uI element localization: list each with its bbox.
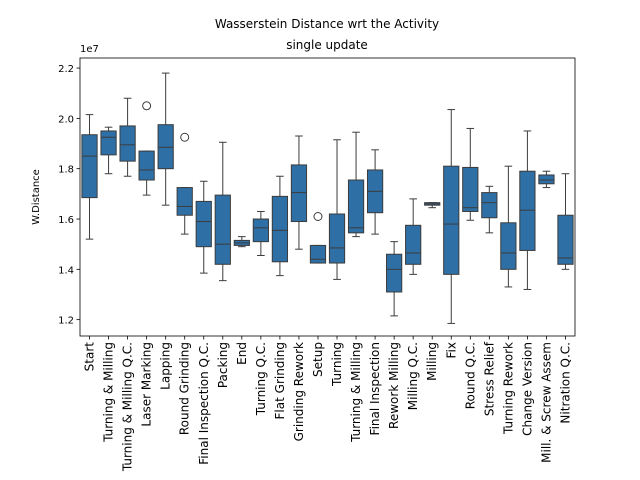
y-tick-label: 1.8 xyxy=(58,165,74,176)
outlier-point xyxy=(180,132,190,142)
x-tick-label: Start xyxy=(83,342,97,372)
x-tick-label: Rework Milling xyxy=(387,342,401,429)
chart-title-line-2: single update xyxy=(286,38,368,52)
box-5 xyxy=(157,72,174,206)
box-iqr xyxy=(405,224,422,265)
chart-title-line-1: Wasserstein Distance wrt the Activity xyxy=(215,17,439,31)
x-tick-label: Flat Grinding xyxy=(273,342,287,419)
y-axis-ticks: 1.2 1.4 1.6 1.8 2.0 2.2 xyxy=(58,64,80,327)
box-21 xyxy=(462,127,479,221)
x-tick-label: Final Inspection xyxy=(368,342,382,435)
box-iqr xyxy=(462,166,479,212)
box-6 xyxy=(176,132,193,235)
box-26 xyxy=(557,173,574,270)
x-tick-label: End xyxy=(235,342,249,365)
box-15 xyxy=(347,131,365,238)
x-tick-label: Turning xyxy=(330,342,344,387)
box-iqr xyxy=(557,214,574,265)
box-iqr xyxy=(271,195,289,263)
x-tick-label: Milling xyxy=(425,342,439,381)
box-18 xyxy=(405,198,422,275)
box-8 xyxy=(214,141,231,282)
x-tick-label: Turning & Milling xyxy=(349,342,363,443)
x-tick-label: Fix xyxy=(444,342,458,358)
box-iqr xyxy=(443,165,460,275)
x-tick-label: Stress Relief xyxy=(482,341,496,416)
x-tick-label: Change Version xyxy=(520,342,534,436)
box-iqr xyxy=(81,134,98,199)
x-tick-label: Turning Rework xyxy=(501,342,515,435)
x-tick-label: Lapping xyxy=(159,342,173,390)
box-1 xyxy=(81,114,98,240)
box-4 xyxy=(138,101,155,196)
x-tick-label: Turning & Milling xyxy=(102,342,116,443)
box-plot-series xyxy=(81,72,574,324)
box-iqr xyxy=(157,124,174,170)
box-iqr xyxy=(100,130,117,156)
x-tick-label: Final Inspection Q.C. xyxy=(197,342,211,465)
box-iqr xyxy=(481,192,498,219)
box-iqr xyxy=(309,244,327,264)
box-12 xyxy=(290,135,308,250)
box-iqr xyxy=(328,213,346,264)
box-iqr xyxy=(519,170,536,251)
x-tick-label: Packing xyxy=(216,342,230,388)
box-iqr xyxy=(347,179,365,234)
box-25 xyxy=(538,170,555,189)
box-iqr xyxy=(500,222,517,270)
box-11 xyxy=(271,175,289,277)
y-axis-label: W.Distance xyxy=(31,169,42,225)
x-tick-label: Round Q.C. xyxy=(463,342,477,409)
x-tick-label: Turning & Milling Q.C. xyxy=(121,342,135,472)
outlier-point xyxy=(142,101,152,111)
y-tick-label: 1.6 xyxy=(58,215,74,226)
box-24 xyxy=(519,130,536,290)
box-22 xyxy=(481,185,498,234)
x-tick-label: Milling Q.C. xyxy=(406,342,420,410)
y-tick-label: 1.4 xyxy=(58,265,74,276)
box-iqr xyxy=(290,164,308,223)
box-iqr xyxy=(176,187,193,216)
x-tick-label: Setup xyxy=(311,342,325,377)
box-17 xyxy=(386,241,403,317)
box-iqr xyxy=(252,218,269,243)
box-9 xyxy=(233,236,250,248)
plot-frame xyxy=(79,57,576,337)
box-3 xyxy=(119,97,136,177)
box-23 xyxy=(500,165,517,288)
x-tick-label: Grinding Rework xyxy=(292,342,306,441)
outlier-point xyxy=(313,211,323,221)
y-exponent-label: 1e7 xyxy=(80,44,99,55)
box-iqr xyxy=(119,125,136,162)
x-tick-label: Laser Marking xyxy=(140,342,154,427)
x-tick-label: Mill. & Screw Assem xyxy=(539,342,553,463)
box-iqr xyxy=(386,253,403,293)
y-tick-label: 2.2 xyxy=(58,64,74,75)
box-iqr xyxy=(195,200,212,248)
box-iqr xyxy=(538,174,555,185)
box-10 xyxy=(252,210,269,256)
box-20 xyxy=(443,109,460,324)
box-7 xyxy=(195,180,212,274)
x-tick-label: Round Grinding xyxy=(178,342,192,435)
box-iqr xyxy=(214,194,231,265)
box-14 xyxy=(328,139,346,280)
box-13 xyxy=(309,211,327,264)
x-tick-label: Nitration Q.C. xyxy=(558,342,572,424)
box-2 xyxy=(100,126,117,175)
box-16 xyxy=(366,149,384,235)
box-iqr xyxy=(138,150,155,181)
y-tick-label: 1.2 xyxy=(58,316,74,327)
box-19 xyxy=(424,202,441,209)
x-tick-label: Turning Q.C. xyxy=(254,342,268,416)
x-axis-ticks: Start Turning & Milling Turning & Milling … xyxy=(83,336,572,472)
y-tick-label: 2.0 xyxy=(58,114,74,125)
